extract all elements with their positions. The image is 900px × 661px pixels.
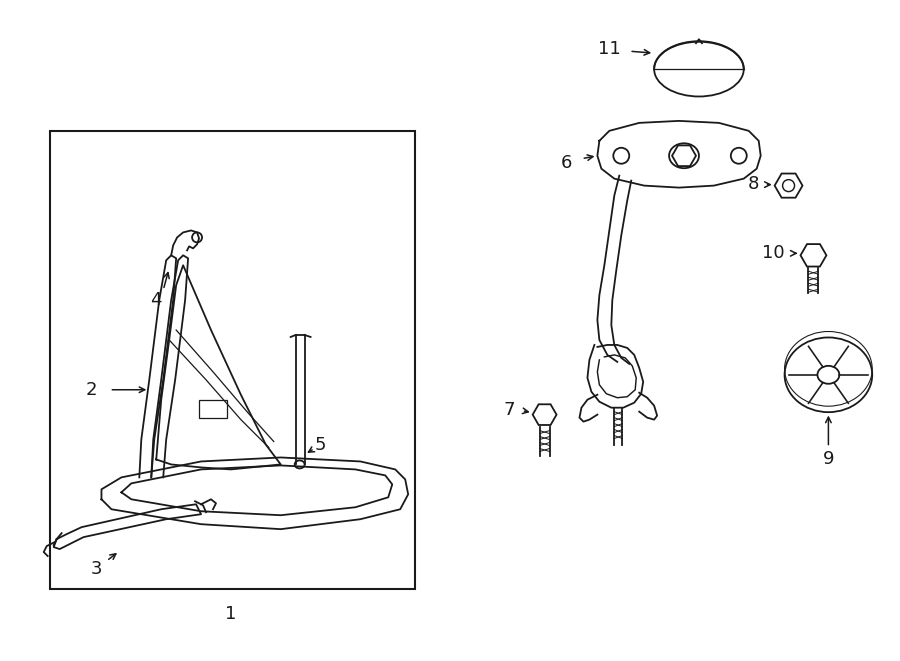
Bar (199, 400, 227, 418)
Text: 6: 6 (561, 154, 572, 172)
Text: 2: 2 (86, 381, 97, 399)
Bar (50, 131, 415, 589)
Text: 7: 7 (504, 401, 516, 418)
Text: 11: 11 (598, 40, 621, 58)
Text: 10: 10 (762, 245, 785, 262)
Text: 1: 1 (225, 605, 237, 623)
Text: 9: 9 (823, 450, 834, 469)
Text: 4: 4 (150, 291, 162, 309)
Text: 5: 5 (315, 436, 327, 453)
Text: 8: 8 (748, 175, 760, 192)
Text: 3: 3 (91, 560, 103, 578)
